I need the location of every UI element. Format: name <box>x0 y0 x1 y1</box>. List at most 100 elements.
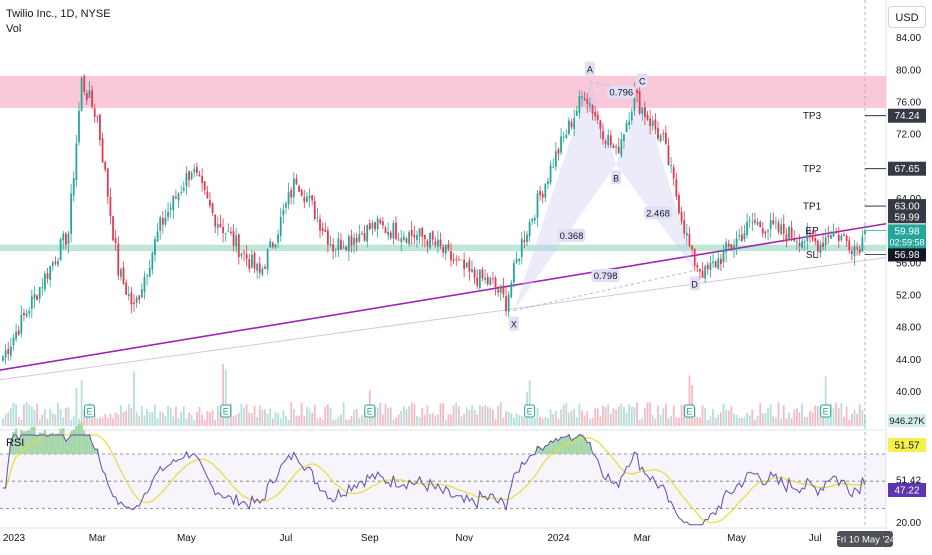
candle-body <box>379 219 382 224</box>
candle-body <box>104 161 107 170</box>
volume-bar <box>510 413 513 426</box>
candle-body <box>738 235 741 237</box>
candle-body <box>494 278 497 288</box>
candle-body <box>502 285 505 295</box>
candle-body <box>861 236 864 252</box>
volume-bar <box>853 409 856 426</box>
time-axis-tick: Nov <box>455 533 473 544</box>
volume-bar <box>329 408 332 426</box>
volume-bar <box>756 415 759 426</box>
volume-bar <box>696 417 699 426</box>
volume-bar <box>790 417 793 426</box>
candle-body <box>777 222 780 232</box>
volume-bar <box>678 417 680 426</box>
volume-bar <box>271 418 274 426</box>
candle-body <box>266 249 269 270</box>
candle-body <box>316 217 319 218</box>
candle-body <box>261 268 264 275</box>
volume-bar <box>311 412 314 426</box>
candle-body <box>337 238 340 250</box>
candle-body <box>811 236 814 240</box>
candle-body <box>719 258 722 265</box>
candle-body <box>743 232 746 240</box>
candle-body <box>175 196 177 199</box>
candle-body <box>740 234 743 242</box>
volume-bar <box>347 419 350 426</box>
volume-bar <box>599 416 602 426</box>
candle-body <box>767 229 769 232</box>
volume-bar <box>106 417 109 426</box>
volume-bar <box>623 407 625 426</box>
candle-body <box>269 241 272 248</box>
volume-indicator-label[interactable]: Vol <box>6 23 22 35</box>
volume-bar <box>251 413 253 426</box>
volume-bar <box>803 416 806 426</box>
candle-body <box>172 195 175 211</box>
volume-bar <box>560 409 562 426</box>
candle-body <box>607 135 610 146</box>
candle-body <box>138 295 141 300</box>
volume-bar <box>827 415 830 426</box>
candle-body <box>300 189 303 196</box>
candle-body <box>816 240 819 252</box>
price-tag-sl <box>888 247 926 262</box>
volume-bar <box>434 415 437 426</box>
candle-body <box>279 216 282 237</box>
volume-bar <box>463 413 466 426</box>
volume-bar <box>437 414 439 426</box>
candle-body <box>256 263 259 271</box>
rsi-indicator-label[interactable]: RSI <box>6 437 25 449</box>
fib-ratio-bg <box>644 206 672 220</box>
volume-bar <box>376 407 379 426</box>
candle-body <box>429 232 431 248</box>
volume-bar <box>400 410 403 426</box>
candle-body <box>350 235 353 246</box>
volume-bar <box>562 404 565 426</box>
level-label-ep: EP <box>805 226 819 237</box>
candle-body <box>761 228 764 234</box>
candle-body <box>214 214 217 227</box>
volume-bar <box>759 402 762 426</box>
candle-body <box>727 243 730 247</box>
volume-bar <box>326 404 329 426</box>
volume-bar <box>426 405 429 426</box>
candle-body <box>413 234 416 238</box>
volume-bar <box>594 408 597 426</box>
candle-body <box>70 193 73 234</box>
volume-bar <box>96 418 99 426</box>
volume-bar <box>264 409 266 426</box>
volume-bar <box>575 417 578 426</box>
volume-bar <box>693 406 696 426</box>
currency-button[interactable]: USD <box>888 6 926 28</box>
candle-body <box>295 178 298 185</box>
candle-body <box>518 258 521 261</box>
earnings-marker: E <box>686 407 692 417</box>
candle-body <box>209 199 211 206</box>
candle-body <box>49 266 52 280</box>
candle-body <box>680 212 683 222</box>
candle-body <box>159 217 162 231</box>
candle-body <box>688 234 691 247</box>
price-tag-tp3-text: 74.24 <box>894 111 919 122</box>
candle-body <box>442 246 445 253</box>
volume-bar <box>528 380 531 426</box>
candle-body <box>654 119 657 130</box>
volume-bar <box>557 418 560 426</box>
volume-bar <box>845 406 848 426</box>
volume-bar <box>704 407 707 426</box>
volume-bar <box>591 417 594 426</box>
volume-bar <box>499 402 502 426</box>
candle-body <box>754 220 756 223</box>
candle-body <box>735 238 738 247</box>
candle-body <box>240 253 243 256</box>
candle-body <box>93 108 96 117</box>
candle-body <box>594 111 597 117</box>
volume-bar <box>413 403 416 426</box>
candle-body <box>832 231 835 237</box>
candle-body <box>188 171 190 181</box>
volume-bar <box>282 410 285 426</box>
candle-body <box>515 259 518 263</box>
earnings-marker-box <box>524 404 536 418</box>
